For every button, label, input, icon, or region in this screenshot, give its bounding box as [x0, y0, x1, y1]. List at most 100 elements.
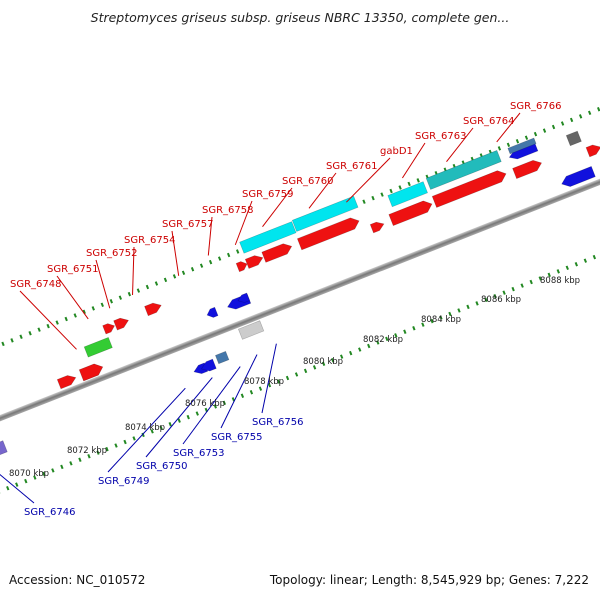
tick-mark: [186, 414, 190, 420]
gene-feature[interactable]: [291, 195, 359, 232]
tick-mark: [123, 439, 127, 445]
tick-mark: [55, 320, 59, 325]
gene-feature[interactable]: [237, 320, 265, 340]
gene-feature[interactable]: [431, 168, 508, 208]
gene-feature[interactable]: [296, 215, 361, 251]
gene-feature[interactable]: [239, 221, 297, 254]
label-leader-line: [19, 290, 77, 350]
gene-feature[interactable]: [388, 198, 434, 227]
forward-gene-label[interactable]: SGR_6754: [124, 235, 176, 246]
gene-feature[interactable]: [507, 137, 537, 155]
label-leader-line: [182, 366, 241, 445]
tick-mark: [484, 297, 488, 303]
reverse-gene-label[interactable]: SGR_6756: [252, 417, 304, 428]
axis-tick-label: 8070 kbp: [9, 469, 49, 479]
reverse-gene-label[interactable]: SGR_6746: [24, 507, 76, 518]
gene-feature[interactable]: [144, 301, 164, 317]
reverse-gene-label[interactable]: SGR_6753: [173, 448, 225, 459]
tick-mark: [403, 329, 407, 335]
axis-tick-label: 8076 kbp: [185, 399, 225, 409]
forward-gene-label[interactable]: SGR_6761: [326, 161, 378, 172]
tick-mark: [1, 341, 5, 347]
tick-mark: [60, 464, 64, 470]
tick-mark: [199, 263, 204, 268]
gene-feature[interactable]: [83, 336, 113, 358]
axis-tick-label: 8084 kbp: [421, 315, 461, 325]
tick-mark: [15, 482, 19, 487]
tick-mark: [551, 124, 556, 130]
forward-gene-label[interactable]: SGR_6751: [47, 264, 99, 275]
tick-mark: [565, 265, 569, 271]
reverse-gene-label[interactable]: SGR_6755: [211, 432, 263, 443]
gene-feature[interactable]: [235, 260, 249, 273]
gene-feature[interactable]: [261, 241, 294, 263]
tick-mark: [362, 199, 366, 204]
forward-gene-label[interactable]: SGR_6763: [415, 131, 467, 142]
gene-feature[interactable]: [425, 150, 502, 190]
forward-gene-label[interactable]: SGR_6764: [463, 116, 515, 127]
label-leader-line: [207, 216, 213, 256]
gene-feature[interactable]: [78, 361, 105, 382]
tick-mark: [159, 425, 163, 430]
forward-gene-label[interactable]: SGR_6766: [510, 101, 562, 112]
axis-tick-labels: 8070 kbp 8072 kbp 8074 kbp 8076 kbp 8078 kbp…: [9, 276, 580, 479]
tick-mark: [114, 443, 118, 448]
gene-feature[interactable]: [56, 373, 77, 390]
forward-gene-label[interactable]: SGR_6748: [10, 279, 62, 290]
tick-mark: [28, 331, 32, 336]
gene-feature[interactable]: [369, 220, 385, 234]
label-leader-line: [95, 259, 111, 309]
tick-mark: [380, 192, 384, 197]
gene-feature[interactable]: [205, 306, 219, 319]
tick-mark: [511, 286, 515, 292]
forward-gene-label[interactable]: SGR_6760: [282, 176, 334, 187]
tick-mark: [321, 361, 326, 367]
axis-tick-label: 8086 kbp: [481, 295, 521, 305]
accession-text: Accession: NC_010572: [9, 573, 146, 587]
forward-gene-label[interactable]: SGR_6759: [242, 189, 294, 200]
gene-feature[interactable]: [244, 253, 264, 269]
forward-gene-label[interactable]: SGR_6758: [202, 205, 254, 216]
forward-gene-label[interactable]: SGR_6757: [162, 219, 214, 230]
reverse-gene-label[interactable]: SGR_6749: [98, 476, 150, 487]
label-leader-line: [308, 172, 337, 209]
tick-mark: [592, 254, 597, 260]
reverse-gene-label[interactable]: SGR_6750: [136, 461, 188, 472]
tick-mark: [475, 301, 479, 306]
label-leader-line: [220, 354, 258, 429]
gene-labels: SGR_6748 SGR_6751 SGR_6752 SGR_6754 SGR_6757…: [0, 101, 562, 518]
tick-mark: [226, 252, 231, 258]
gene-feature[interactable]: [200, 358, 217, 373]
gene-feature[interactable]: [585, 142, 600, 158]
tick-mark: [457, 308, 461, 313]
tick-mark: [448, 311, 452, 317]
gene-feature[interactable]: [387, 181, 428, 208]
gene-feature[interactable]: [102, 322, 117, 335]
gene-feature[interactable]: [113, 316, 131, 331]
tick-mark: [105, 446, 109, 452]
gene-feature[interactable]: [237, 292, 251, 304]
gene-feature[interactable]: [560, 166, 596, 189]
forward-tick-row: [1, 107, 600, 347]
tick-mark: [19, 334, 23, 340]
tick-mark: [24, 478, 28, 484]
tick-mark: [168, 421, 172, 427]
tick-mark: [258, 386, 263, 391]
tick-mark: [267, 382, 272, 388]
genome-title: Streptomyces griseus subsp. griseus NBRC…: [90, 10, 510, 25]
tick-mark: [303, 368, 308, 374]
tick-mark: [340, 354, 344, 359]
tick-mark: [398, 185, 402, 190]
gene-feature[interactable]: [215, 350, 230, 365]
forward-gene-label[interactable]: gabD1: [380, 146, 413, 157]
gene-feature[interactable]: [512, 158, 544, 180]
tick-mark: [127, 291, 132, 297]
tick-mark: [416, 178, 420, 183]
gene-feature[interactable]: [565, 130, 582, 147]
tick-mark: [78, 457, 82, 462]
axis-tick-label: 8078 kbp: [244, 377, 284, 387]
gene-feature[interactable]: [0, 440, 8, 472]
tick-mark: [37, 327, 41, 332]
forward-gene-label[interactable]: SGR_6752: [86, 248, 138, 259]
